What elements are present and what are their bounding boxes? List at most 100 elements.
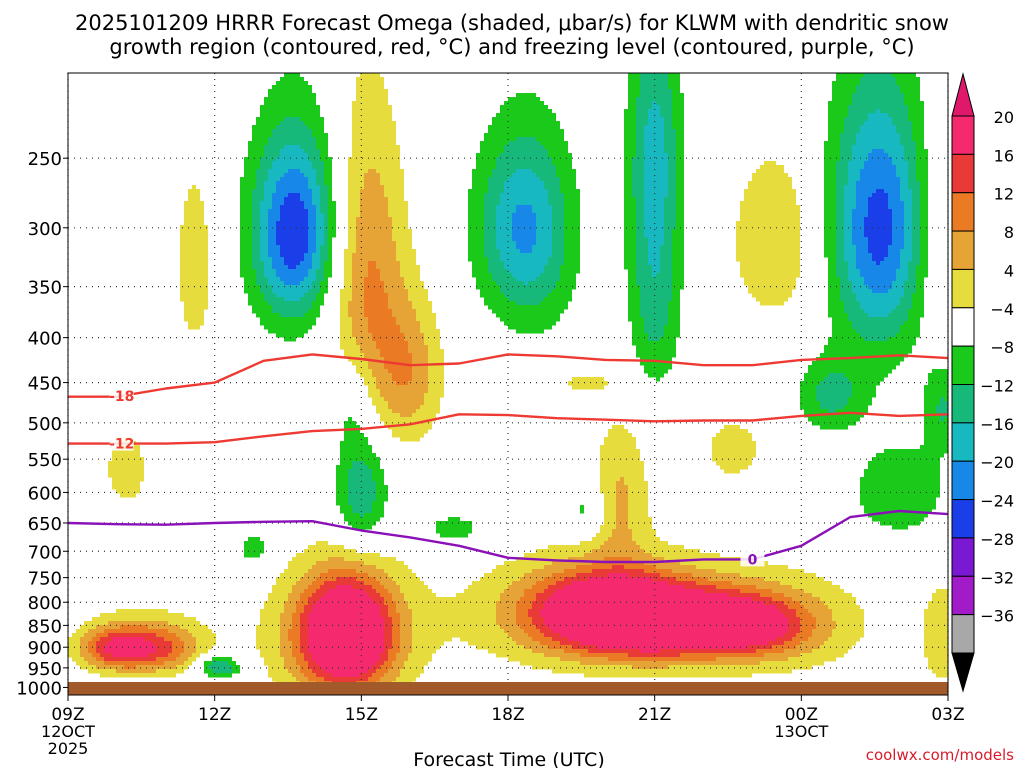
omega-cell bbox=[668, 73, 680, 78]
omega-cell bbox=[360, 349, 380, 354]
omega-cell bbox=[512, 233, 536, 238]
omega-shading bbox=[68, 73, 948, 695]
omega-cell bbox=[544, 633, 560, 638]
omega-cell bbox=[552, 213, 564, 218]
omega-cell bbox=[376, 405, 388, 410]
omega-cell bbox=[676, 221, 684, 226]
omega-cell bbox=[564, 237, 580, 242]
omega-cell bbox=[868, 513, 928, 518]
omega-cell bbox=[916, 173, 928, 178]
omega-cell bbox=[616, 509, 628, 514]
omega-cell bbox=[276, 229, 308, 234]
omega-cell bbox=[376, 493, 388, 498]
omega-cell bbox=[352, 361, 368, 366]
omega-cell bbox=[304, 605, 312, 610]
omega-cell bbox=[812, 629, 832, 634]
omega-cell bbox=[384, 629, 392, 634]
omega-cell bbox=[348, 501, 372, 506]
omega-cell bbox=[264, 269, 276, 274]
omega-cell bbox=[280, 245, 308, 250]
omega-cell bbox=[676, 177, 684, 182]
omega-cell bbox=[860, 169, 896, 174]
omega-cell bbox=[580, 505, 584, 510]
omega-cell bbox=[520, 577, 544, 582]
omega-cell bbox=[828, 337, 864, 342]
chart-title-line-1: 2025101209 HRRR Forecast Omega (shaded, … bbox=[75, 11, 949, 35]
omega-cell bbox=[648, 253, 660, 258]
omega-cell bbox=[848, 317, 908, 322]
omega-cell bbox=[388, 213, 408, 218]
omega-cell bbox=[632, 193, 644, 198]
omega-cell bbox=[488, 305, 568, 310]
y-tick-label: 400 bbox=[28, 329, 62, 350]
omega-cell bbox=[312, 261, 320, 266]
omega-cell bbox=[376, 261, 400, 266]
omega-cell bbox=[660, 573, 692, 578]
omega-cell bbox=[308, 225, 316, 230]
omega-cell bbox=[108, 641, 152, 646]
omega-cell bbox=[364, 297, 388, 302]
omega-cell bbox=[740, 261, 800, 266]
omega-cell bbox=[828, 281, 840, 286]
omega-cell bbox=[400, 669, 424, 674]
omega-cell bbox=[392, 221, 408, 226]
omega-cell bbox=[632, 529, 656, 534]
omega-cell bbox=[820, 381, 852, 386]
omega-cell bbox=[804, 409, 828, 414]
omega-cell bbox=[336, 489, 348, 494]
omega-cell bbox=[500, 253, 552, 258]
omega-cell bbox=[116, 669, 156, 674]
omega-cell bbox=[668, 81, 680, 86]
omega-cell bbox=[740, 265, 800, 270]
omega-cell bbox=[376, 265, 400, 270]
omega-cell bbox=[392, 225, 408, 230]
omega-cell bbox=[176, 633, 192, 638]
omega-cell bbox=[188, 657, 196, 662]
omega-cell bbox=[604, 497, 616, 502]
omega-cell bbox=[276, 581, 296, 586]
omega-cell bbox=[624, 209, 636, 214]
omega-cell bbox=[664, 213, 676, 218]
omega-cell bbox=[372, 585, 384, 590]
omega-cell bbox=[280, 121, 304, 126]
omega-cell bbox=[832, 321, 852, 326]
omega-cell bbox=[308, 633, 384, 638]
omega-cell bbox=[532, 621, 544, 626]
omega-cell bbox=[824, 601, 856, 606]
omega-cell bbox=[280, 153, 308, 158]
omega-cell bbox=[348, 225, 356, 230]
omega-cell bbox=[676, 149, 684, 154]
omega-cell bbox=[564, 217, 580, 222]
omega-cell bbox=[412, 609, 496, 614]
omega-cell bbox=[300, 597, 308, 602]
omega-cell bbox=[608, 429, 628, 434]
omega-cell bbox=[536, 217, 552, 222]
omega-cell bbox=[180, 257, 208, 262]
omega-cell bbox=[352, 109, 392, 114]
omega-cell bbox=[536, 225, 552, 230]
omega-cell bbox=[548, 261, 564, 266]
omega-cell bbox=[828, 113, 848, 118]
omega-cell bbox=[276, 181, 308, 186]
omega-cell bbox=[844, 309, 864, 314]
omega-cell bbox=[564, 201, 580, 206]
omega-cell bbox=[348, 193, 360, 198]
omega-cell bbox=[804, 605, 828, 610]
omega-cell bbox=[744, 281, 796, 286]
omega-cell bbox=[368, 325, 400, 330]
omega-cell bbox=[348, 305, 364, 310]
omega-cell bbox=[304, 293, 316, 298]
omega-cell bbox=[284, 609, 296, 614]
omega-cell bbox=[644, 181, 668, 186]
omega-cell bbox=[384, 421, 432, 426]
omega-cell bbox=[864, 221, 892, 226]
omega-cell bbox=[264, 605, 284, 610]
omega-cell bbox=[552, 669, 792, 674]
omega-cell bbox=[860, 129, 896, 134]
omega-cell bbox=[316, 213, 324, 218]
omega-cell bbox=[348, 309, 364, 314]
omega-cell bbox=[508, 97, 540, 102]
omega-cell bbox=[252, 125, 276, 130]
omega-cell bbox=[848, 377, 884, 382]
omega-cell bbox=[632, 189, 644, 194]
